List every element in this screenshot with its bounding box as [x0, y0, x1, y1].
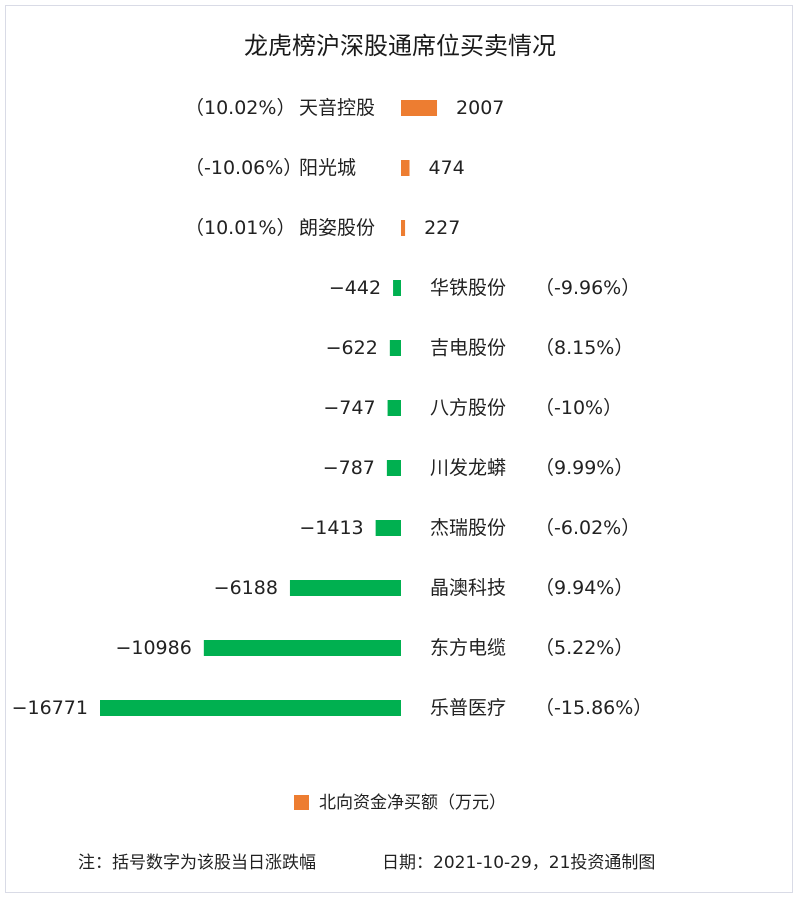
value-label: −622	[326, 337, 378, 359]
bar-4	[389, 340, 401, 356]
legend: 北向资金净买额（万元）	[0, 788, 800, 813]
change-label: （9.99%）	[535, 457, 633, 479]
change-label: （8.15%）	[535, 337, 633, 359]
chart-frame	[5, 5, 793, 893]
change-label: （-10%）	[535, 397, 622, 419]
stock-name: 华铁股份	[430, 277, 506, 299]
value-label: 2007	[456, 97, 504, 119]
stock-name: 天音控股	[299, 97, 375, 119]
bar-3	[393, 280, 401, 296]
legend-label: 北向资金净买额（万元）	[319, 793, 506, 813]
bar-2	[401, 220, 406, 236]
stock-name: 八方股份	[430, 397, 506, 419]
value-label: −442	[329, 277, 381, 299]
change-label: （-10.06%）	[185, 157, 302, 179]
value-label: 227	[424, 217, 460, 239]
stock-name: 乐普医疗	[430, 697, 506, 719]
stock-name: 川发龙蟒	[430, 457, 506, 479]
footer-note: 注：括号数字为该股当日涨跌幅	[78, 853, 316, 873]
change-label: （10.02%）	[185, 97, 295, 119]
legend-swatch-north-bound	[294, 795, 309, 810]
bar-9	[203, 640, 401, 656]
change-label: （-9.96%）	[535, 277, 640, 299]
value-label: −1413	[299, 517, 363, 539]
value-label: −10986	[115, 637, 191, 659]
bar-7	[375, 520, 401, 536]
stock-name: 吉电股份	[430, 337, 506, 359]
change-label: （9.94%）	[535, 577, 633, 599]
change-label: （-15.86%）	[535, 697, 652, 719]
value-label: −6188	[214, 577, 278, 599]
change-label: （5.22%）	[535, 637, 633, 659]
value-label: −747	[323, 397, 375, 419]
bar-0	[401, 100, 438, 116]
change-label: （10.01%）	[185, 217, 295, 239]
bar-1	[401, 160, 410, 176]
stock-name: 朗姿股份	[299, 217, 375, 239]
footer-date-source: 日期：2021-10-29，21投资通制图	[382, 853, 656, 873]
value-label: 474	[429, 157, 465, 179]
stock-name: 阳光城	[299, 157, 356, 179]
change-label: （-6.02%）	[535, 517, 640, 539]
value-label: −16771	[12, 697, 88, 719]
stock-name: 晶澳科技	[430, 577, 506, 599]
bar-6	[386, 460, 401, 476]
stock-name: 杰瑞股份	[430, 517, 506, 539]
stock-name: 东方电缆	[430, 637, 506, 659]
bar-5	[387, 400, 401, 416]
bar-8	[289, 580, 401, 596]
value-label: −787	[323, 457, 375, 479]
chart-title: 龙虎榜沪深股通席位买卖情况	[244, 32, 556, 60]
bar-10	[100, 700, 401, 716]
